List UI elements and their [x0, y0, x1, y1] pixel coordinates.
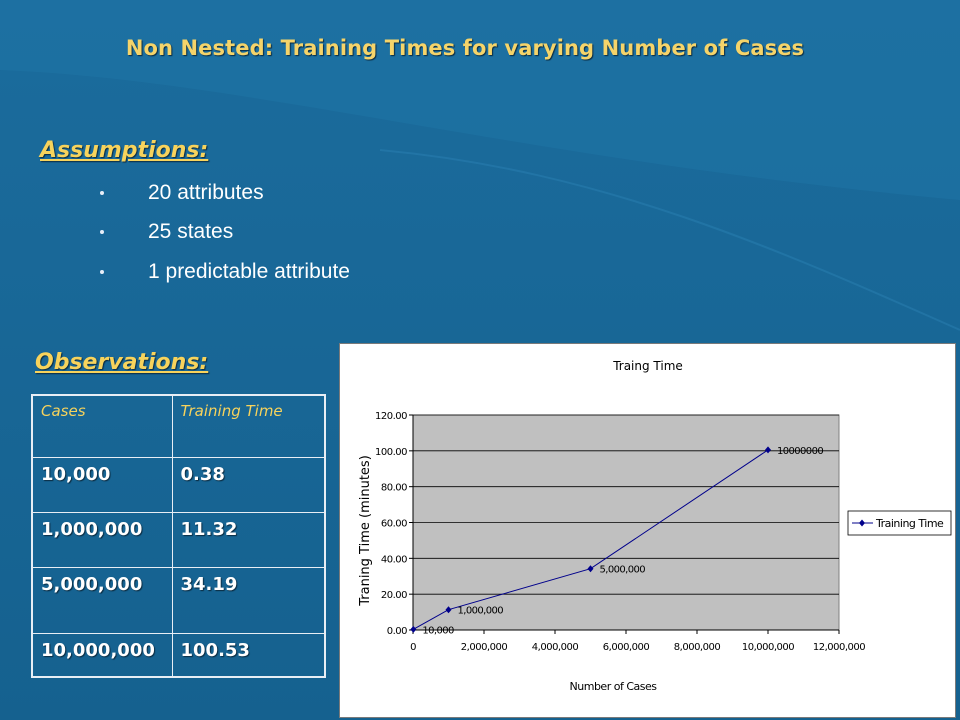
- table-header-row: Cases Training Time: [31, 394, 326, 458]
- legend-label: Training Time: [875, 517, 944, 530]
- cell-training-time: 100.53: [171, 632, 326, 678]
- data-label: 10000000: [777, 446, 823, 457]
- assumptions-list: 20 attributes 25 states 1 predictable at…: [100, 173, 350, 292]
- bullet-icon: [100, 230, 104, 235]
- bullet-icon: [100, 269, 104, 274]
- y-tick-label: 20.00: [381, 590, 407, 601]
- slide-title: Non Nested: Training Times for varying N…: [125, 36, 805, 60]
- observations-table: Cases Training Time 10,000 0.38 1,000,00…: [31, 394, 326, 678]
- data-label: 10,000: [422, 625, 454, 636]
- cell-cases: 10,000: [31, 456, 173, 513]
- bullet-icon: [100, 190, 104, 195]
- x-tick-label: 6,000,000: [603, 642, 650, 653]
- y-tick-label: 100.00: [375, 447, 407, 458]
- data-point: [445, 606, 452, 614]
- y-tick-label: 60.00: [381, 519, 407, 530]
- y-tick-label: 40.00: [381, 554, 407, 565]
- cell-cases: 5,000,000: [31, 566, 173, 634]
- cell-cases: 10,000,000: [31, 632, 173, 678]
- list-item: 20 attributes: [100, 173, 350, 213]
- cell-training-time: 11.32: [171, 511, 326, 568]
- column-header-cases: Cases: [31, 394, 173, 458]
- column-header-training-time: Training Time: [171, 394, 326, 458]
- data-label: 1,000,000: [458, 606, 504, 617]
- x-tick-label: 10,000,000: [742, 642, 794, 653]
- y-tick-label: 0.00: [387, 626, 407, 637]
- y-tick-label: 80.00: [381, 483, 407, 494]
- legend-marker: [859, 519, 865, 527]
- cell-training-time: 34.19: [171, 566, 326, 634]
- data-point: [587, 565, 594, 573]
- list-item: 1 predictable attribute: [100, 252, 350, 292]
- assumption-text: 20 attributes: [148, 180, 264, 204]
- x-tick-label: 8,000,000: [674, 642, 721, 653]
- data-point: [410, 625, 417, 633]
- data-point: [765, 446, 771, 454]
- assumptions-heading: Assumptions:: [40, 138, 209, 163]
- x-axis-label: Number of Cases: [570, 680, 658, 693]
- assumption-text: 25 states: [148, 220, 234, 244]
- table-row: 1,000,000 11.32: [31, 511, 326, 568]
- x-tick-label: 4,000,000: [532, 642, 579, 653]
- y-axis-label: Traning Time (minutes): [358, 455, 373, 607]
- x-tick-label: 2,000,000: [461, 642, 508, 653]
- list-item: 25 states: [100, 213, 350, 253]
- data-label: 5,000,000: [600, 565, 646, 576]
- table-row: 10,000,000 100.53: [31, 632, 326, 678]
- table-row: 10,000 0.38: [31, 456, 326, 513]
- chart-area: Traing Time 0.00 20.00 40.00 60.00 80.00 100.0…: [339, 343, 956, 718]
- training-time-chart: Traing Time 0.00 20.00 40.00 60.00 80.00 100.0…: [358, 359, 952, 693]
- cell-cases: 1,000,000: [31, 511, 173, 568]
- y-tick-label: 120.00: [375, 411, 407, 422]
- x-tick-label: 12,000,000: [813, 642, 865, 653]
- series-line: [413, 449, 769, 630]
- chart-title: Traing Time: [612, 359, 683, 373]
- x-tick-label: 0: [410, 642, 416, 653]
- assumption-text: 1 predictable attribute: [148, 259, 350, 283]
- observations-heading: Observations:: [35, 350, 209, 375]
- table-row: 5,000,000 34.19: [31, 566, 326, 634]
- cell-training-time: 0.38: [171, 456, 326, 513]
